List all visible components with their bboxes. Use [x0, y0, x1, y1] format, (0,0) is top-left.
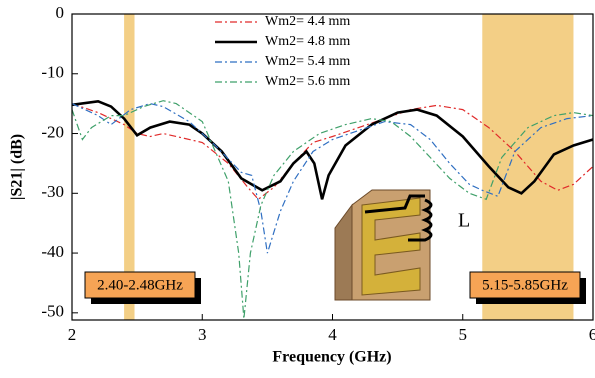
x-tick-label: 4: [328, 325, 337, 344]
inset-antenna: [335, 190, 431, 300]
y-tick-label: 0: [56, 3, 65, 22]
y-tick-label: -30: [41, 182, 64, 201]
legend-label: Wm2= 5.4 mm: [265, 54, 350, 69]
inset-label: L: [458, 210, 470, 232]
y-tick-label: -10: [41, 63, 64, 82]
x-tick-label: 5: [459, 325, 468, 344]
band-label: 5.15-5.85GHz: [482, 277, 568, 293]
y-tick-label: -20: [41, 122, 64, 141]
y-tick-label: -40: [41, 242, 64, 261]
x-tick-label: 2: [68, 325, 77, 344]
legend-label: Wm2= 4.8 mm: [265, 34, 350, 49]
legend-label: Wm2= 5.6 mm: [265, 74, 350, 89]
x-tick-label: 3: [198, 325, 207, 344]
y-axis-title: |S21| (dB): [9, 134, 26, 200]
legend-label: Wm2= 4.4 mm: [265, 14, 350, 29]
band-label: 2.40-2.48GHz: [97, 277, 183, 293]
x-axis-title: Frequency (GHz): [272, 349, 391, 366]
chart: L Frequency (GHz) |S21| (dB) 0 -10 -20 -30 -…: [0, 0, 595, 373]
x-tick-label: 6: [589, 325, 595, 344]
y-tick-label: -50: [41, 302, 64, 321]
